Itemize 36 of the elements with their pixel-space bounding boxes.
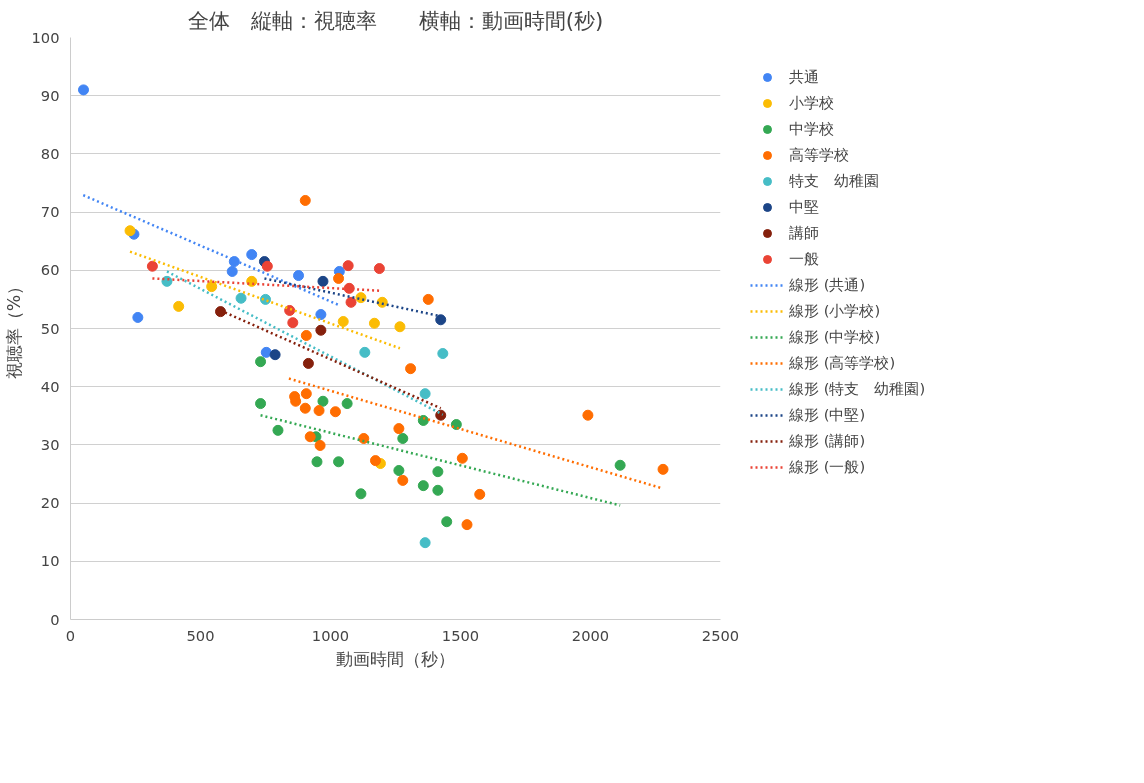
- y-tick-label: 50: [40, 319, 60, 337]
- legend-label: 線形 (小学校): [789, 301, 881, 321]
- legend-label: 講師: [789, 223, 819, 243]
- y-tick-label: 40: [40, 377, 60, 395]
- y-tick-label: 100: [31, 28, 60, 46]
- x-tick-label: 500: [186, 626, 215, 644]
- y-tick-label: 60: [40, 261, 60, 279]
- x-tick-label: 2500: [701, 626, 740, 644]
- x-axis-title: 動画時間（秒）: [336, 648, 455, 669]
- y-tick-label: 80: [40, 144, 60, 162]
- y-axis-title: 視聴率（%）: [3, 277, 24, 380]
- x-tick-label: 0: [65, 626, 76, 644]
- y-tick-label: 90: [40, 86, 60, 104]
- legend-label: 線形 (中学校): [789, 327, 881, 347]
- legend-label: 線形 (高等学校): [789, 353, 896, 373]
- legend-label: 線形 (講師): [789, 431, 866, 451]
- y-tick-label: 20: [40, 494, 60, 512]
- legend-label: 線形 (特支 幼稚園): [789, 379, 926, 399]
- x-tick-label: 1500: [441, 626, 480, 644]
- legend-label: 中学校: [789, 119, 834, 139]
- legend-label: 共通: [789, 67, 819, 87]
- y-tick-label: 0: [50, 610, 60, 628]
- legend-label: 高等学校: [789, 145, 849, 165]
- legend-label: 特支 幼稚園: [789, 171, 879, 191]
- legend-label: 小学校: [789, 93, 834, 113]
- y-tick-label: 30: [40, 435, 60, 453]
- chart-title: 全体 縦軸：視聴率 横軸：動画時間(秒): [187, 7, 604, 33]
- x-tick-label: 2000: [571, 626, 610, 644]
- y-tick-label: 70: [40, 203, 60, 221]
- legend-label: 線形 (共通): [789, 275, 866, 295]
- legend-label: 線形 (一般): [789, 457, 866, 477]
- legend-label: 一般: [789, 249, 819, 269]
- legend-label: 線形 (中堅): [789, 405, 866, 425]
- legend-label: 中堅: [789, 197, 819, 217]
- y-tick-label: 10: [40, 552, 60, 570]
- x-tick-label: 1000: [311, 626, 350, 644]
